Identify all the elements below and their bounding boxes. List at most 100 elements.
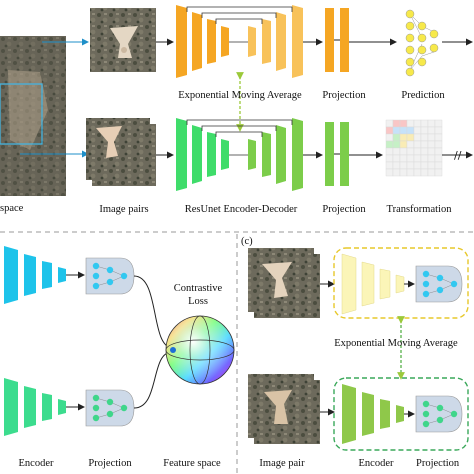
- transformation-cell: [420, 140, 429, 149]
- transformation-cell: [434, 126, 443, 135]
- transformation-cell: [427, 119, 436, 128]
- transformation-cell: [427, 147, 436, 156]
- transformation-cell: [385, 168, 394, 177]
- transformation-cell: [413, 154, 422, 163]
- panel-b-contrastive-loss-label: Contrastive Loss: [173, 283, 223, 307]
- transformation-cell: [427, 126, 436, 135]
- transformation-cell: [406, 119, 415, 128]
- transformation-cell: [392, 147, 401, 156]
- transformation-cell: [399, 119, 408, 128]
- transformation-cell: [385, 133, 394, 142]
- panel-c-ema-label: Exponential Moving Average: [334, 338, 458, 349]
- transformation-cell: [420, 161, 429, 170]
- transformation-cell: [434, 133, 443, 142]
- row2-projection-label: Projection: [322, 204, 366, 215]
- transformation-cell: [434, 140, 443, 149]
- transformation-cell: [399, 154, 408, 163]
- transformation-cell: [385, 147, 394, 156]
- row2-encoder-decoder: [176, 118, 303, 191]
- transformation-cell: [413, 133, 422, 142]
- panel-b-projection-label: Projection: [88, 458, 132, 469]
- row2-image-pairs-label: Image pairs: [99, 204, 149, 215]
- transformation-cell: [434, 168, 443, 177]
- transformation-cell: [427, 161, 436, 170]
- transformation-cell: [406, 133, 415, 142]
- transformation-cell: [399, 147, 408, 156]
- transformation-cell: [399, 140, 408, 149]
- row1-encoder-decoder: [176, 5, 303, 78]
- transformation-cell: [427, 133, 436, 142]
- row1-ema-label: Exponential Moving Average: [178, 90, 302, 101]
- transformation-cell: [434, 154, 443, 163]
- row1-image-crop: [90, 8, 156, 72]
- transformation-cell: [406, 126, 415, 135]
- panel-b-projection-bottom: [85, 389, 135, 427]
- transformation-cell: [392, 168, 401, 177]
- transformation-cell: [392, 140, 401, 149]
- transformation-cell: [392, 126, 401, 135]
- transformation-cell: [399, 126, 408, 135]
- row1-projection: [325, 8, 349, 72]
- transformation-cell: [385, 140, 394, 149]
- large-satellite-map: [0, 36, 66, 196]
- transformation-cell: [427, 140, 436, 149]
- transformation-cell: [427, 168, 436, 177]
- panel-c-image-pair-label: Image pair: [259, 458, 305, 469]
- transformation-cell: [420, 147, 429, 156]
- panel-b-encoder-label: Encoder: [18, 458, 54, 469]
- transformation-cell: [392, 133, 401, 142]
- transformation-cell: [399, 133, 408, 142]
- transformation-cell: [392, 154, 401, 163]
- transformation-cell: [385, 154, 394, 163]
- transformation-cell: [392, 119, 401, 128]
- row2-image-pair: [86, 118, 156, 186]
- transformation-cell: [385, 126, 394, 135]
- transformation-cell: [420, 126, 429, 135]
- transformation-cell: [420, 119, 429, 128]
- top-left-label: space: [0, 203, 24, 214]
- panel-b-encoder-bottom: [4, 378, 66, 436]
- transformation-cell: [413, 119, 422, 128]
- panel-c-projection-top: [415, 265, 463, 303]
- transformation-cell: [434, 161, 443, 170]
- transformation-cell: [413, 140, 422, 149]
- transformation-cell: [427, 154, 436, 163]
- transformation-cell: [413, 126, 422, 135]
- panel-b-projection-top: [85, 257, 135, 295]
- panel-c-image-pair-top: [248, 248, 320, 318]
- feature-space-sphere: [165, 315, 235, 385]
- panel-c-encoder-bottom: [342, 384, 404, 444]
- row1-projection-label: Projection: [322, 90, 366, 101]
- transformation-cell: [406, 147, 415, 156]
- panel-b-feature-space-label: Feature space: [163, 458, 221, 469]
- svg-text://: //: [454, 149, 462, 162]
- transformation-cell: [399, 168, 408, 177]
- transformation-cell: [406, 161, 415, 170]
- panel-c-student-box: [333, 377, 469, 451]
- panel-c-image-pair-bottom: [248, 374, 320, 444]
- transformation-cell: [385, 119, 394, 128]
- transformation-cell: [392, 161, 401, 170]
- row2-encoder-decoder-label: ResUnet Encoder-Decoder: [184, 204, 298, 215]
- transformation-cell: [385, 161, 394, 170]
- panel-c-encoder-top: [341, 253, 405, 315]
- transformation-cell: [420, 133, 429, 142]
- transformation-cell: [399, 161, 408, 170]
- transformation-cell: [434, 147, 443, 156]
- transformation-cell: [413, 168, 422, 177]
- panel-c-tag: (c): [241, 236, 253, 247]
- transformation-cell: [413, 147, 422, 156]
- panel-c-projection-bottom: [415, 395, 463, 433]
- panel-c-encoder-label: Encoder: [358, 458, 394, 469]
- row1-prediction-network: [405, 9, 439, 77]
- transformation-cell: [434, 119, 443, 128]
- transformation-cell: [420, 168, 429, 177]
- transformation-cell: [413, 161, 422, 170]
- transformation-cell: [420, 154, 429, 163]
- row2-transformation-label: Transformation: [386, 204, 452, 215]
- transformation-cell: [406, 154, 415, 163]
- panel-b-encoder-top: [4, 246, 66, 304]
- row2-projection: [325, 122, 349, 186]
